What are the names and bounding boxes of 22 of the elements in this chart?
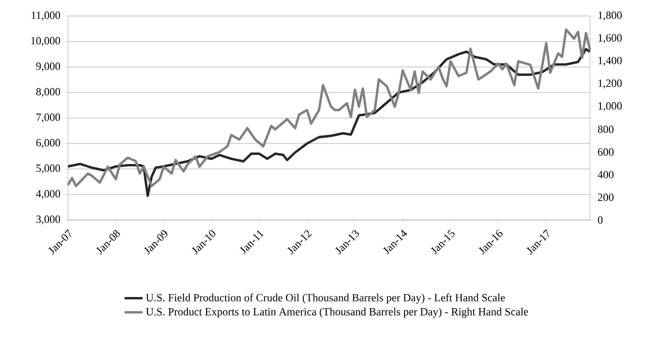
- y2-tick-label: 800: [598, 126, 614, 134]
- y-tick-label: 8,000: [36, 88, 60, 97]
- y2-tick-label: 200: [598, 194, 614, 202]
- y2-tick-label: 1,600: [598, 34, 622, 44]
- y2-tick-label: 0: [598, 216, 603, 224]
- legend-label: U.S. Field Production of Crude Oil (Thousand Barrels per Day) - Left Hand Scale: [146, 294, 505, 304]
- y2-tick-label: 600: [598, 148, 614, 156]
- legend-label: U.S. Product Exports to Latin America (Thousand Barrels per Day) - Right Hand Scale: [146, 308, 528, 318]
- line-series: [66, 28, 592, 188]
- y2-tick-label: 1,200: [598, 80, 622, 88]
- y2-tick-label: 1,800: [598, 12, 622, 20]
- y-tick-label: 7,000: [36, 114, 60, 122]
- y-tick-label: 9,000: [36, 62, 60, 72]
- y-tick-label: 3,000: [36, 216, 60, 224]
- y2-tick-label: 400: [598, 170, 614, 178]
- y-tick-label: 11,000: [32, 12, 60, 20]
- y2-tick-label: 1,000: [598, 102, 622, 112]
- y2-tick-label: 1,400: [598, 56, 622, 66]
- y-tick-label: 10,000: [31, 37, 60, 46]
- y-tick-label: 5,000: [36, 164, 60, 174]
- y-tick-label: 4,000: [36, 190, 60, 199]
- y-tick-label: 6,000: [36, 139, 60, 148]
